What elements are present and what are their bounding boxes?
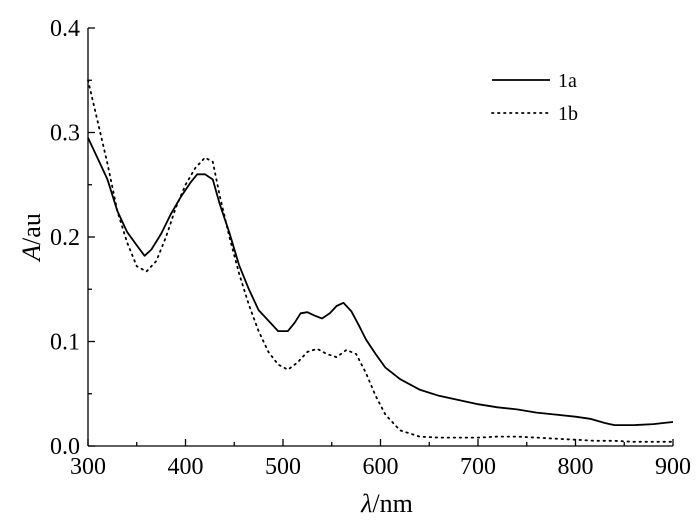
x-tick-label: 700 [460, 454, 496, 480]
x-axis-title: λ/nm [360, 489, 413, 518]
y-tick-label: 0.4 [50, 16, 80, 42]
series-layer [87, 79, 674, 443]
series-line-1b [87, 79, 674, 443]
x-axis-title-unit: /nm [372, 489, 412, 518]
y-tick-label: 0.1 [50, 330, 80, 356]
x-tick-label: 300 [70, 454, 106, 480]
x-axis-ticks: 300 400 500 600 700 800 900 [70, 439, 691, 480]
y-axis-title-unit: /au [17, 213, 46, 245]
x-tick-label: 500 [265, 454, 301, 480]
x-tick-label: 800 [558, 454, 594, 480]
y-axis-ticks: 0.0 0.1 0.2 0.3 0.4 [50, 16, 95, 460]
y-axis-title-symbol: A [17, 245, 46, 263]
x-tick-label: 600 [363, 454, 399, 480]
y-axis-title: A/au [17, 213, 46, 263]
y-tick-label: 0.3 [50, 121, 80, 147]
legend-label-1b: 1b [558, 103, 578, 125]
series-line-1a [87, 137, 674, 426]
legend: 1a 1b [491, 70, 578, 125]
plot-frame [87, 28, 673, 447]
x-axis-title-symbol: λ [360, 489, 372, 518]
y-tick-label: 0.2 [50, 225, 80, 251]
y-tick-label: 0.0 [50, 434, 80, 460]
legend-label-1a: 1a [558, 70, 577, 92]
x-tick-label: 400 [168, 454, 204, 480]
x-tick-label: 900 [655, 454, 691, 480]
